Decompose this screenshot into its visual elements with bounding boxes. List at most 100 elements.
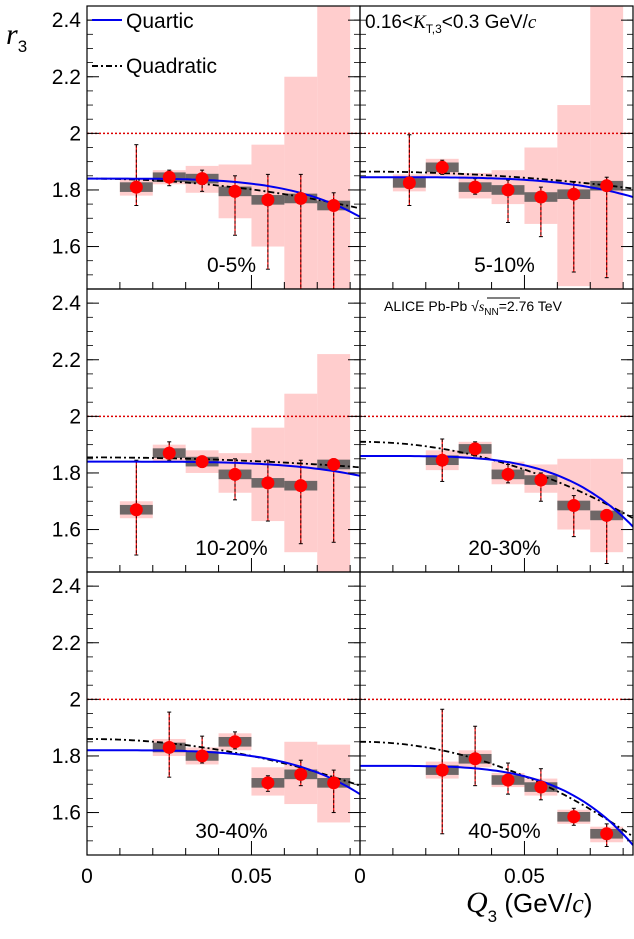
data-point bbox=[261, 476, 275, 490]
data-point bbox=[327, 457, 341, 471]
kt-post: <0.3 GeV/ bbox=[442, 12, 529, 33]
x-axis-unit-pre: (GeV/ bbox=[497, 888, 573, 918]
data-point bbox=[501, 183, 515, 197]
sqrt-symbol: √ bbox=[471, 298, 479, 314]
data-point bbox=[435, 453, 449, 467]
y-tick-label: 2.2 bbox=[52, 66, 81, 89]
panel-40-50%: 40-50% 0 0.05 bbox=[354, 571, 634, 888]
x-tick-label: 0 bbox=[81, 865, 93, 888]
data-point bbox=[600, 508, 614, 522]
y-axis-title: r3 bbox=[6, 18, 27, 56]
centrality-label: 40-50% bbox=[468, 820, 540, 843]
quadratic-fit-line bbox=[360, 440, 633, 519]
data-point bbox=[468, 752, 482, 766]
x-axis-sub: 3 bbox=[488, 907, 497, 926]
x-axis-unit-post: ) bbox=[584, 888, 593, 918]
centrality-label: 0-5% bbox=[207, 254, 256, 277]
panel-plot bbox=[87, 354, 360, 572]
data-point bbox=[228, 184, 242, 198]
quartic-fit-line bbox=[87, 749, 360, 796]
y-tick-label: 2.4 bbox=[52, 575, 82, 598]
legend-quadratic-label: Quadratic bbox=[126, 55, 217, 78]
y-tick-label: 1.8 bbox=[52, 462, 81, 485]
legend: Quartic Quadratic bbox=[92, 10, 217, 78]
data-point bbox=[501, 467, 515, 481]
x-tick-label: 0.05 bbox=[504, 865, 545, 888]
data-point bbox=[195, 749, 209, 763]
data-point bbox=[534, 190, 548, 204]
data-point bbox=[294, 479, 308, 493]
panel-plot bbox=[87, 6, 360, 289]
centrality-label: 5-10% bbox=[474, 254, 535, 277]
data-point bbox=[327, 199, 341, 213]
data-point bbox=[327, 776, 341, 790]
quadratic-fit-line bbox=[87, 456, 360, 469]
panels-layer: 1.6 1.8 2 2.2 2.4 0-5% 5-10% 1.6 1.8 2 2.2 2.4 10-20… bbox=[52, 5, 634, 888]
y-tick-label: 2.4 bbox=[52, 9, 82, 32]
data-point bbox=[468, 442, 482, 456]
data-point bbox=[567, 187, 581, 201]
data-point bbox=[228, 735, 242, 749]
data-point bbox=[534, 780, 548, 794]
y-tick-label: 2 bbox=[69, 122, 81, 145]
y-tick-label: 2.4 bbox=[52, 292, 82, 315]
panel-10-20%: 1.6 1.8 2 2.2 2.4 10-20% bbox=[52, 288, 361, 573]
panel-plot bbox=[360, 415, 633, 565]
y-axis-main: r bbox=[6, 18, 18, 51]
panel-0-5%: 1.6 1.8 2 2.2 2.4 0-5% bbox=[52, 5, 361, 290]
x-axis-title: Q3 (GeV/c) bbox=[466, 886, 593, 926]
data-point bbox=[468, 180, 482, 194]
x-axis-main: Q bbox=[466, 886, 488, 919]
data-point bbox=[261, 776, 275, 790]
kt-annotation: 0.16<KT,3<0.3 GeV/c bbox=[365, 12, 537, 36]
data-point bbox=[129, 503, 143, 517]
centrality-label: 30-40% bbox=[195, 820, 267, 843]
data-point bbox=[501, 773, 515, 787]
quartic-fit-line bbox=[87, 177, 360, 218]
data-point bbox=[534, 473, 548, 487]
alice-s: s bbox=[479, 300, 485, 315]
y-tick-label: 2 bbox=[69, 405, 81, 428]
data-point bbox=[195, 455, 209, 469]
data-point bbox=[567, 498, 581, 512]
panel-plot bbox=[360, 698, 633, 848]
quadratic-fit-line bbox=[360, 740, 633, 838]
quartic-fit-line bbox=[360, 176, 633, 198]
data-point bbox=[195, 172, 209, 186]
y-tick-label: 1.6 bbox=[52, 236, 81, 259]
y-axis-sub: 3 bbox=[18, 37, 27, 56]
x-tick-label: 0 bbox=[354, 865, 366, 888]
quartic-fit-line bbox=[87, 460, 360, 477]
panel-30-40%: 1.6 1.8 2 2.2 2.4 30-40% 0 0.05 bbox=[52, 571, 361, 888]
data-point bbox=[600, 179, 614, 193]
x-axis-unit-c: c bbox=[572, 889, 584, 918]
kt-pre: 0.16< bbox=[365, 12, 413, 33]
data-point bbox=[294, 191, 308, 205]
kt-c: c bbox=[528, 12, 537, 33]
centrality-label: 10-20% bbox=[195, 537, 267, 560]
alice-post: =2.76 TeV bbox=[499, 298, 563, 314]
kt-symbol: K bbox=[412, 12, 427, 33]
data-point bbox=[129, 180, 143, 194]
y-tick-label: 1.6 bbox=[52, 802, 81, 825]
y-tick-label: 2.2 bbox=[52, 349, 81, 372]
data-point bbox=[162, 446, 176, 460]
panel-plot bbox=[360, 6, 633, 289]
y-tick-label: 2 bbox=[69, 688, 81, 711]
alice-annotation: ALICE Pb-Pb √sNN=2.76 TeV bbox=[384, 298, 563, 318]
centrality-label: 20-30% bbox=[468, 537, 540, 560]
data-point bbox=[162, 740, 176, 754]
data-point bbox=[261, 193, 275, 207]
panel-frame bbox=[359, 571, 634, 856]
legend-quartic-label: Quartic bbox=[126, 10, 194, 33]
panel-5-10%: 5-10% bbox=[359, 5, 634, 290]
data-point bbox=[228, 467, 242, 481]
data-point bbox=[162, 170, 176, 184]
alice-pre: ALICE Pb-Pb bbox=[384, 298, 471, 314]
data-point bbox=[435, 763, 449, 777]
data-point bbox=[600, 827, 614, 841]
panel-20-30%: 20-30% bbox=[359, 288, 634, 573]
quartic-fit-line bbox=[360, 455, 633, 528]
y-tick-label: 1.6 bbox=[52, 519, 81, 542]
